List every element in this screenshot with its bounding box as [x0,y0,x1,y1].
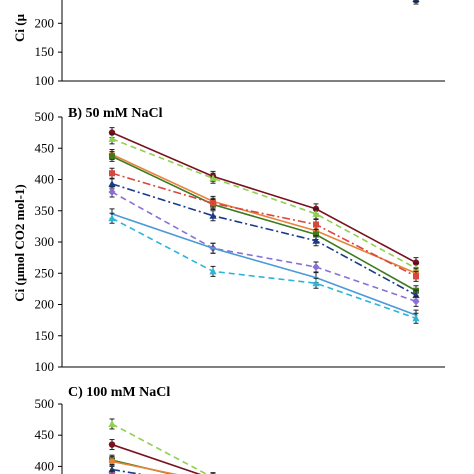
panel-b-ytick-label: 300 [35,234,55,249]
panel-a-ytick-label: 200 [35,15,55,30]
panel-c-series-1-point [108,441,116,448]
panel-a-ylabel: Ci (μ [12,13,27,42]
panel-b-ytick-label: 350 [35,203,55,218]
panel-b-series-8-point [209,267,217,275]
panel-c-series-4-line [111,468,144,474]
panel-b-series-4-point [313,221,319,228]
panel-c-ytick-label: 450 [35,427,55,442]
panel-b-ytick-label: 150 [35,328,55,343]
panel-b-series-1-line [111,138,417,269]
panel-b-series-7-line [111,213,417,316]
panel-b-series-1-point [312,210,320,217]
panel-c-title: C) 100 mM NaCl [68,385,170,400]
panel-b-series-2-line [111,153,417,274]
panel-b-ytick-label: 450 [35,140,55,155]
plot-layer: 100 150 200 100 150 200 250 300 350 400 450 500 400 4… [35,0,445,474]
panel-b-title: B) 50 mM NaCl [68,106,163,121]
panel-b-series-4-point [413,273,419,280]
panel-b-series-3-point [313,231,319,238]
panel-b-series-3-point [109,153,115,160]
panel-b-series-8-point [312,279,320,287]
panel-b-series-7-point [211,246,215,250]
panel-b-series-4-point [210,200,216,207]
panel-b-series-1-point [108,135,116,142]
panel-b-ytick-label: 500 [35,109,55,124]
panel-c-series-3-point [108,458,116,465]
panel-b-series-6-line [111,191,417,303]
panel-b-ytick-label: 250 [35,265,55,280]
panel-b-ytick-label: 100 [35,359,55,374]
panel-a-ytick-label: 100 [35,73,55,88]
panel-b-series-4-point [109,170,115,177]
panel-c-series-5-point [109,472,115,474]
panel-c-ytick-label: 400 [35,458,55,473]
panel-b-series-4-line [111,172,417,278]
panel-b-series-5-point [312,236,320,244]
panel-b-ytick-label: 400 [35,172,55,187]
panel-c-series-3-line [111,460,178,474]
panel-b-series-5-line [111,183,417,296]
panel-b-series-8-point [108,214,116,222]
panel-b-series-8-point [412,314,420,322]
panel-b-series-0-point [412,259,420,266]
panel-c-series-0-point [108,420,116,427]
panel-b-series-5-point [108,180,116,187]
panel-b-series-5-point [209,211,217,219]
panel-c-series-1-line [111,443,202,474]
panel-b-series-6-point [312,263,320,271]
panel-b-series-1-point [209,174,217,182]
panel-b-series-3-line [111,155,417,292]
panel-b-ytick-label: 200 [35,297,55,312]
panel-c-series-0-line [111,423,208,474]
panel-b-ylabel: Ci (μmol CO2 mol-1) [12,184,27,302]
panel-b-series-6-point [108,188,116,196]
panel-c-ytick-label: 500 [35,396,55,411]
panel-b-series-6-point [412,297,420,306]
panel-b-series-8-line [111,217,417,320]
panel-b-series-0-line [111,131,417,264]
panel-a-ytick-label: 150 [35,44,55,59]
